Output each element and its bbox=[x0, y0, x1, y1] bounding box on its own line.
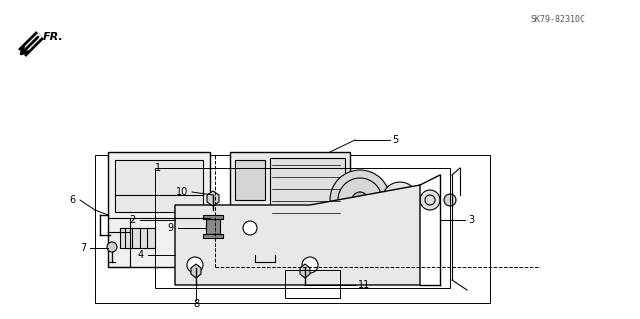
Circle shape bbox=[352, 192, 368, 208]
Circle shape bbox=[187, 257, 203, 273]
Circle shape bbox=[420, 190, 440, 210]
Polygon shape bbox=[207, 191, 219, 206]
Bar bbox=[108, 152, 210, 267]
Polygon shape bbox=[191, 264, 201, 278]
Bar bbox=[155, 168, 450, 288]
Bar bbox=[235, 160, 265, 200]
Circle shape bbox=[302, 257, 318, 273]
Bar bbox=[285, 270, 340, 298]
Bar bbox=[115, 160, 203, 212]
Bar bbox=[203, 234, 223, 238]
Polygon shape bbox=[300, 264, 310, 278]
Text: 1: 1 bbox=[155, 163, 161, 173]
Bar bbox=[230, 152, 350, 262]
Circle shape bbox=[382, 182, 418, 218]
Circle shape bbox=[444, 194, 456, 206]
Polygon shape bbox=[175, 185, 420, 285]
Text: 4: 4 bbox=[138, 250, 144, 260]
Text: 5: 5 bbox=[392, 135, 398, 145]
Text: SK79-82310C: SK79-82310C bbox=[530, 16, 585, 25]
Circle shape bbox=[330, 170, 390, 230]
Bar bbox=[270, 158, 345, 253]
Text: 2: 2 bbox=[130, 215, 136, 225]
Text: 7: 7 bbox=[80, 243, 86, 253]
Text: 11: 11 bbox=[358, 280, 371, 290]
Text: 10: 10 bbox=[176, 187, 188, 197]
Bar bbox=[95, 155, 490, 303]
Text: FR.: FR. bbox=[43, 32, 64, 42]
Circle shape bbox=[243, 221, 257, 235]
Bar bbox=[206, 218, 220, 234]
Text: 8: 8 bbox=[193, 299, 199, 309]
Circle shape bbox=[395, 195, 405, 205]
Text: 6: 6 bbox=[70, 195, 76, 205]
Text: 3: 3 bbox=[468, 215, 474, 225]
Bar bbox=[120, 228, 155, 248]
Circle shape bbox=[107, 242, 117, 252]
Text: 9: 9 bbox=[168, 223, 174, 233]
Bar bbox=[203, 215, 223, 219]
